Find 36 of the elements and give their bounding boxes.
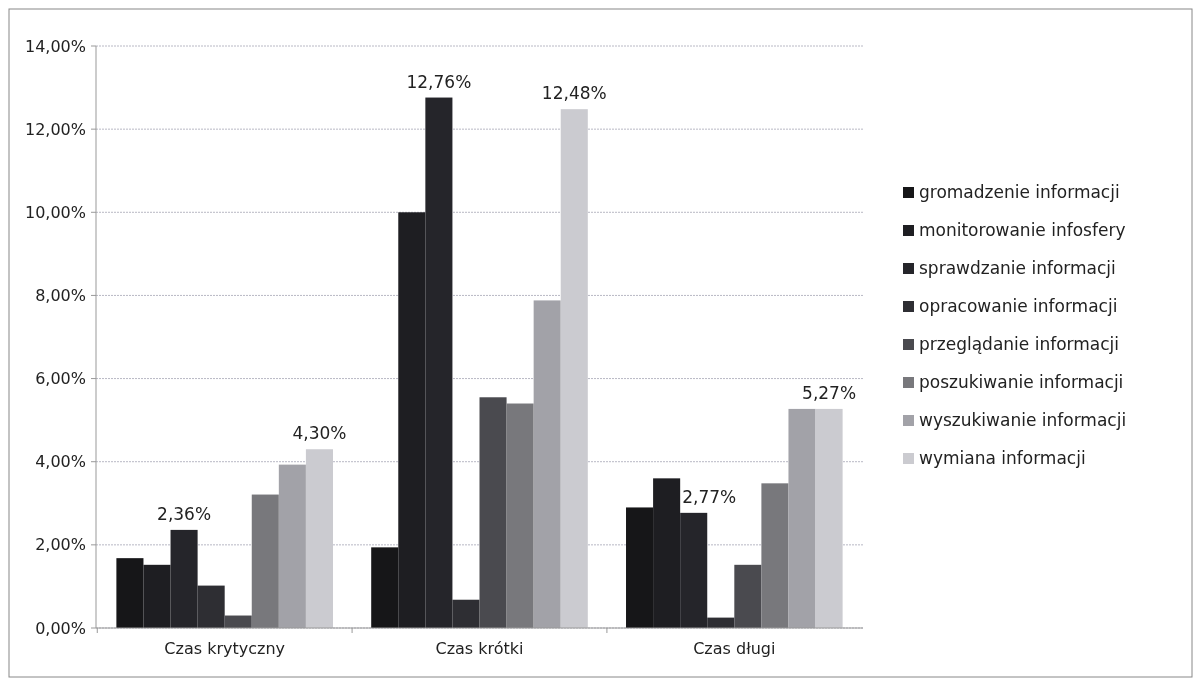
data-label: 2,36% [157,503,212,524]
y-tick-label: 10,00% [24,202,86,222]
legend-label: opracowanie informacji [919,296,1118,317]
y-tick-label: 12,00% [24,119,86,139]
legend-label: wymiana informacji [919,448,1086,469]
legend-label: gromadzenie informacji [919,182,1120,203]
y-tick-label: 14,00% [24,36,86,56]
y-tick-label: 4,00% [35,452,86,472]
y-tick-label: 2,00% [35,535,86,555]
legend-label: poszukiwanie informacji [919,372,1124,393]
y-tick-label: 6,00% [35,369,86,389]
bar [815,408,843,628]
legend-label: sprawdzanie informacji [919,258,1116,279]
legend-label: wyszukiwanie informacji [919,410,1127,431]
data-label: 4,30% [292,423,347,444]
bar [761,483,789,628]
x-tick-label: Czas krytyczny [164,639,286,658]
bar [533,300,561,628]
data-label: 2,77% [682,486,737,507]
y-tick-label: 0,00% [35,618,86,638]
bar [479,397,507,628]
bar [305,449,333,628]
data-label: 12,76% [406,71,472,92]
data-label: 12,48% [541,83,607,104]
x-tick-label: Czas długi [693,639,776,658]
data-label: 5,27% [802,382,857,403]
x-tick-label: Czas krótki [435,639,524,658]
bar [278,464,306,628]
legend-label: monitorowanie infosfery [919,220,1126,241]
bar [506,403,534,628]
bar [734,564,762,628]
bar [560,109,588,628]
y-tick-label: 8,00% [35,286,86,306]
bar [251,494,279,628]
bar [788,408,816,628]
legend-label: przeglądanie informacji [919,334,1120,355]
